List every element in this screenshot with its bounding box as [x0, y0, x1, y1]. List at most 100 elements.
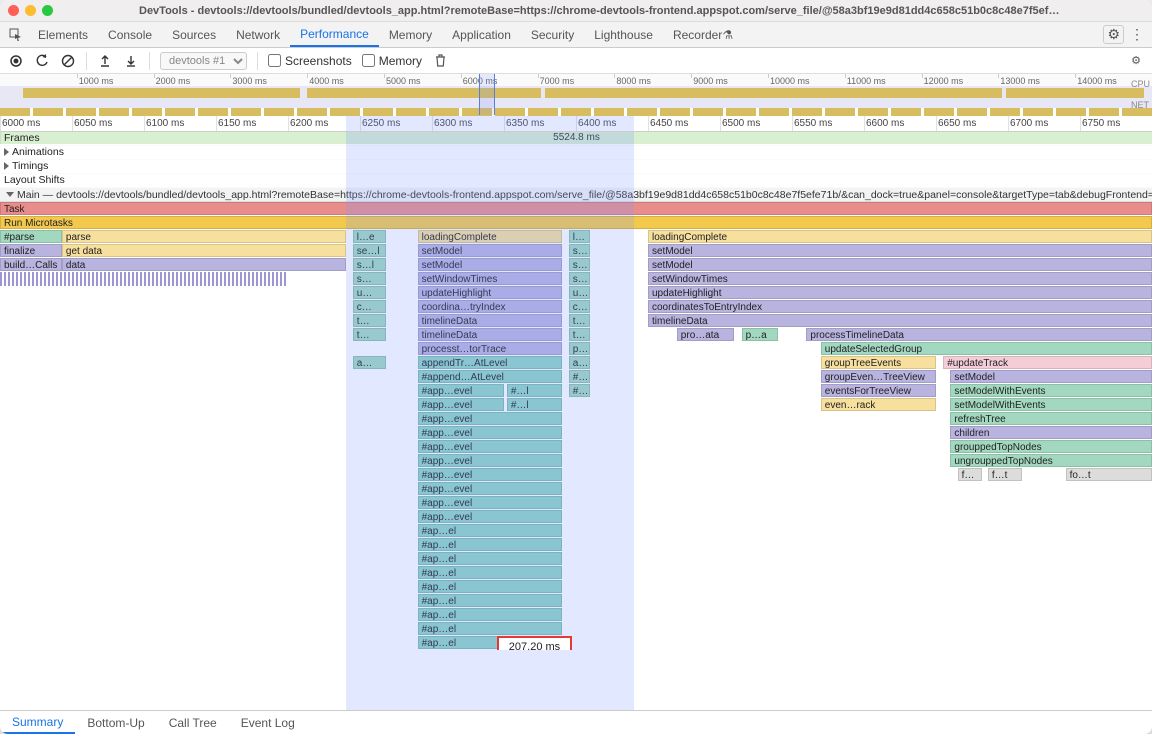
flame-entry[interactable]: children [950, 426, 1152, 439]
reload-record-icon[interactable] [34, 53, 50, 69]
screenshots-checkbox[interactable]: Screenshots [268, 54, 352, 68]
flame-entry[interactable]: #app…evel [418, 398, 504, 411]
flame-entry[interactable]: #ap…el [418, 538, 562, 551]
flame-entry[interactable]: #ap…el [418, 566, 562, 579]
flame-entry[interactable]: u… [569, 286, 591, 299]
minimize-icon[interactable] [25, 5, 36, 16]
flame-entry[interactable]: coordinatesToEntryIndex [648, 300, 1152, 313]
flame-entry[interactable]: coordina…tryIndex [418, 300, 562, 313]
flame-entry[interactable]: parse [62, 230, 346, 243]
flame-entry[interactable]: setModelWithEvents [950, 384, 1152, 397]
flame-entry[interactable]: setModel [418, 244, 562, 257]
zoom-icon[interactable] [42, 5, 53, 16]
tab-lighthouse[interactable]: Lighthouse [584, 22, 663, 47]
flame-entry[interactable]: a… [353, 356, 386, 369]
upload-icon[interactable] [97, 53, 113, 69]
record-icon[interactable] [8, 53, 24, 69]
detail-ruler[interactable]: 6000 ms6050 ms6100 ms6150 ms6200 ms6250 … [0, 116, 1152, 132]
flame-entry[interactable]: timelineData [418, 314, 562, 327]
flame-entry[interactable]: s… [569, 258, 591, 271]
track-layout-shifts[interactable]: Layout Shifts [0, 174, 1152, 188]
settings-icon[interactable]: ⚙ [1103, 25, 1124, 44]
flame-entry[interactable]: groupTreeEvents [821, 356, 936, 369]
flame-entry[interactable]: setModel [950, 370, 1152, 383]
flame-entry[interactable]: processt…torTrace [418, 342, 562, 355]
flame-entry[interactable]: ungrouppedTopNodes [950, 454, 1152, 467]
clear-icon[interactable] [60, 53, 76, 69]
frame-bar[interactable]: 5524.8 ms [0, 132, 1152, 144]
flame-entry[interactable]: updateSelectedGroup [821, 342, 1152, 355]
flame-entry[interactable]: data [62, 258, 346, 271]
flame-entry[interactable]: se…l [353, 244, 386, 257]
flame-entry[interactable]: s… [569, 244, 591, 257]
flame-entry[interactable]: refreshTree [950, 412, 1152, 425]
details-tab-bottom-up[interactable]: Bottom-Up [75, 711, 156, 734]
flame-entry[interactable]: #app…evel [418, 426, 562, 439]
flame-entry[interactable]: a… [569, 356, 591, 369]
flame-entry[interactable]: #app…evel [418, 510, 562, 523]
flame-entry[interactable]: s… [569, 272, 591, 285]
flame-entry[interactable]: setModel [648, 244, 1152, 257]
flame-entry[interactable]: loadingComplete [418, 230, 562, 243]
flame-entry[interactable]: l…e [353, 230, 386, 243]
overview-minimap[interactable]: 1000 ms2000 ms3000 ms4000 ms5000 ms6000 … [0, 74, 1152, 116]
flame-entry[interactable]: #ap…el [418, 594, 562, 607]
flame-entry[interactable]: updateHighlight [418, 286, 562, 299]
flame-entry[interactable]: #app…evel [418, 440, 562, 453]
flame-entry[interactable]: #ap…el [418, 622, 562, 635]
flame-entry[interactable]: #…l [507, 384, 562, 397]
flame-entry[interactable]: groupEven…TreeView [821, 370, 936, 383]
flame-entry[interactable]: setWindowTimes [418, 272, 562, 285]
flame-entry[interactable]: #ap…el [418, 524, 562, 537]
flame-entry[interactable]: eventsForTreeView [821, 384, 936, 397]
flame-entry[interactable]: timelineData [418, 328, 562, 341]
flame-entry[interactable]: c… [353, 300, 386, 313]
flame-entry[interactable]: t… [569, 328, 591, 341]
flame-entry[interactable]: updateHighlight [648, 286, 1152, 299]
flame-entry[interactable]: fo…t [1066, 468, 1152, 481]
flame-entry[interactable]: loadingComplete [648, 230, 1152, 243]
flame-entry[interactable]: #app…evel [418, 482, 562, 495]
flame-entry[interactable]: Run Microtasks [0, 216, 1152, 229]
tab-recorder[interactable]: Recorder ⚗ [663, 22, 743, 47]
flame-entry[interactable]: build…Calls [0, 258, 62, 271]
tab-application[interactable]: Application [442, 22, 521, 47]
flame-entry[interactable]: finalize [0, 244, 62, 257]
flame-entry[interactable]: f… [958, 468, 982, 481]
flame-entry[interactable]: #…l [507, 398, 562, 411]
flame-entry[interactable]: setWindowTimes [648, 272, 1152, 285]
flame-entry[interactable]: processTimelineData [806, 328, 1152, 341]
flame-entry[interactable]: u… [353, 286, 386, 299]
flame-entry[interactable]: #ap…el [418, 580, 562, 593]
inspect-icon[interactable] [4, 22, 28, 47]
flame-entry[interactable]: get data [62, 244, 346, 257]
flame-entry[interactable]: setModelWithEvents [950, 398, 1152, 411]
context-selector[interactable]: devtools #1 [160, 52, 247, 70]
tab-sources[interactable]: Sources [162, 22, 226, 47]
flame-entry[interactable]: #… [569, 370, 591, 383]
tab-console[interactable]: Console [98, 22, 162, 47]
flame-entry[interactable]: pro…ata [677, 328, 735, 341]
flame-entry[interactable]: f…t [988, 468, 1023, 481]
track-timings[interactable]: Timings [0, 160, 1152, 174]
memory-checkbox[interactable]: Memory [362, 54, 422, 68]
flame-entry[interactable]: #app…evel [418, 412, 562, 425]
flame-entry[interactable]: c… [569, 300, 591, 313]
flame-entry[interactable]: t… [353, 314, 386, 327]
perf-settings-icon[interactable]: ⚙ [1128, 53, 1144, 69]
flame-entry[interactable]: #updateTrack [943, 356, 1152, 369]
flame-entry[interactable]: grouppedTopNodes [950, 440, 1152, 453]
flame-entry[interactable]: Task [0, 202, 1152, 215]
flame-entry[interactable]: p…a [742, 328, 778, 341]
tab-memory[interactable]: Memory [379, 22, 442, 47]
flame-entry[interactable]: setModel [418, 258, 562, 271]
flame-entry[interactable]: setModel [648, 258, 1152, 271]
trash-icon[interactable] [432, 53, 448, 69]
flame-entry[interactable]: #app…evel [418, 468, 562, 481]
flame-entry[interactable]: t… [353, 328, 386, 341]
details-tab-call-tree[interactable]: Call Tree [157, 711, 229, 734]
main-thread-header[interactable]: Main — devtools://devtools/bundled/devto… [0, 188, 1152, 202]
flame-entry[interactable]: #ap…el [418, 608, 562, 621]
flame-entry[interactable]: appendTr…AtLevel [418, 356, 562, 369]
flame-entry[interactable]: l… [569, 230, 591, 243]
